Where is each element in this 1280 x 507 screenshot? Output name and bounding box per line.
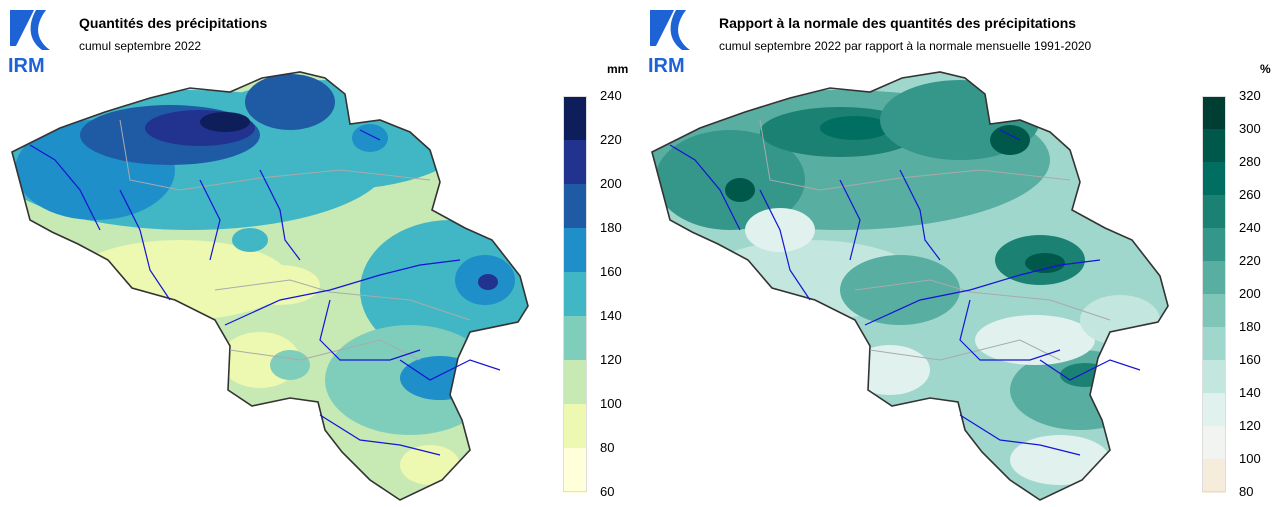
legend-color-band <box>563 272 587 317</box>
legend-tick-label: 160 <box>600 264 622 279</box>
legend-color-band <box>1202 261 1226 295</box>
precipitation-panel: IRM Quantités des précipitations cumul s… <box>8 10 629 501</box>
legend-tick-label: 220 <box>1239 253 1261 268</box>
legend-color-band <box>563 228 587 273</box>
legend-tick-label: 240 <box>1239 220 1261 235</box>
legend-tick-label: 280 <box>1239 154 1261 169</box>
legend-color-band <box>1202 96 1226 130</box>
legend-tick-label: 240 <box>600 88 622 103</box>
legend-tick-label: 200 <box>600 176 622 191</box>
legend-tick-label: 80 <box>600 440 615 455</box>
legend-color-band <box>1202 129 1226 163</box>
legend-color-band <box>1202 327 1226 361</box>
legend-tick-label: 120 <box>600 352 622 367</box>
svg-text:IRM: IRM <box>648 55 685 76</box>
map-subtitle: cumul septembre 2022 par rapport à la no… <box>719 39 1092 53</box>
map-title: Rapport à la normale des quantités des p… <box>719 15 1077 31</box>
legend-tick-label: 60 <box>600 484 615 499</box>
legend-tick-label: 180 <box>600 220 622 235</box>
legend-color-band <box>563 140 587 185</box>
belgium-precipitation-map <box>11 71 529 501</box>
map-subtitle: cumul septembre 2022 <box>79 39 202 53</box>
legend-color-band <box>563 96 587 141</box>
legend-color-band <box>563 360 587 405</box>
belgium-ratio-map <box>651 71 1169 501</box>
legend-color-band <box>1202 162 1226 196</box>
irm-logo: IRM <box>8 10 50 76</box>
legend-tick-label: 100 <box>1239 451 1261 466</box>
legend-tick-label: 140 <box>600 308 622 323</box>
legend-tick-label: 160 <box>1239 352 1261 367</box>
legend-color-band <box>563 184 587 229</box>
legend-unit: % <box>1260 62 1271 76</box>
irm-logo: IRM <box>648 10 690 76</box>
legend-tick-label: 100 <box>600 396 622 411</box>
svg-text:IRM: IRM <box>8 55 45 76</box>
legend-tick-label: 320 <box>1239 88 1261 103</box>
legend-color-band <box>563 448 587 493</box>
legend-tick-label: 180 <box>1239 319 1261 334</box>
legend-tick-label: 300 <box>1239 121 1261 136</box>
legend-color-band <box>563 316 587 361</box>
legend-color-band <box>1202 426 1226 460</box>
legend-frame <box>563 96 587 492</box>
legend-color-band <box>1202 228 1226 262</box>
legend-color-band <box>1202 294 1226 328</box>
legend-color-band <box>1202 393 1226 427</box>
legend-color-band <box>1202 195 1226 229</box>
legend-tick-label: 80 <box>1239 484 1254 499</box>
map-title: Quantités des précipitations <box>79 15 268 31</box>
legend-frame <box>1202 96 1226 492</box>
legend-tick-label: 200 <box>1239 286 1261 301</box>
legend-color-band <box>563 404 587 449</box>
ratio-panel: IRM Rapport à la normale des quantités d… <box>640 0 1280 507</box>
legend-unit: mm <box>607 62 629 76</box>
legend-tick-label: 140 <box>1239 385 1261 400</box>
legend-color-band <box>1202 360 1226 394</box>
legend-tick-label: 120 <box>1239 418 1261 433</box>
legend-tick-label: 260 <box>1239 187 1261 202</box>
legend-tick-label: 220 <box>600 132 622 147</box>
legend-color-band <box>1202 459 1226 493</box>
